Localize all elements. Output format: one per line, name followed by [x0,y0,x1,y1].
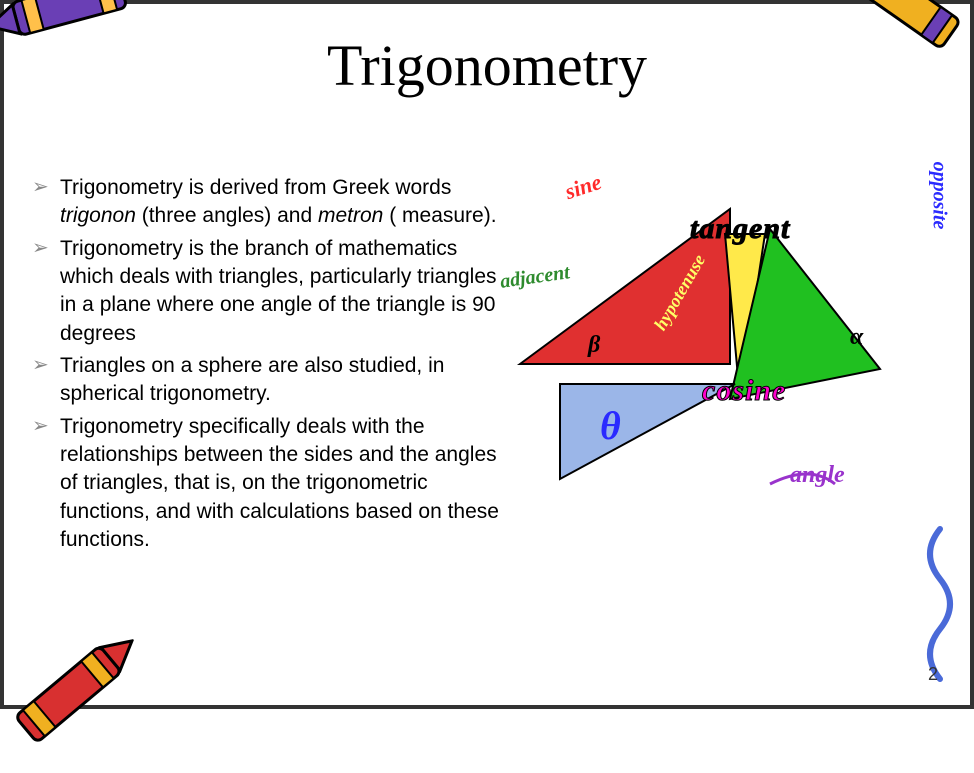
page-number: 2 [928,664,938,685]
trig-diagram: sine opposite tangent adjacent hypotenus… [510,184,940,544]
label-theta: θ [600,402,621,449]
label-cosine: cosine [702,374,786,408]
text-fragment: (three angles) and [136,204,318,227]
list-item: Trigonometry specifically deals with the… [32,413,502,555]
list-item: Triangles on a sphere are also studied, … [32,352,502,409]
italic-term: metron [318,204,383,227]
bullet-list-container: Trigonometry is derived from Greek words… [32,174,502,558]
text-fragment: Trigonometry is derived from Greek words [60,176,451,199]
squiggle-icon [915,524,965,684]
label-beta: β [588,332,600,359]
bullet-list: Trigonometry is derived from Greek words… [32,174,502,554]
label-opposite: opposite [927,162,950,230]
italic-term: trigonon [60,204,136,227]
list-item: Trigonometry is derived from Greek words… [32,174,502,231]
list-item: Trigonometry is the branch of mathematic… [32,235,502,348]
label-tangent: tangent [690,212,790,246]
text-fragment: ( measure). [383,204,496,227]
label-angle: angle [790,462,845,489]
page-title: Trigonometry [4,32,970,99]
crayon-red-icon [0,617,153,772]
label-alpha: α [850,324,863,351]
